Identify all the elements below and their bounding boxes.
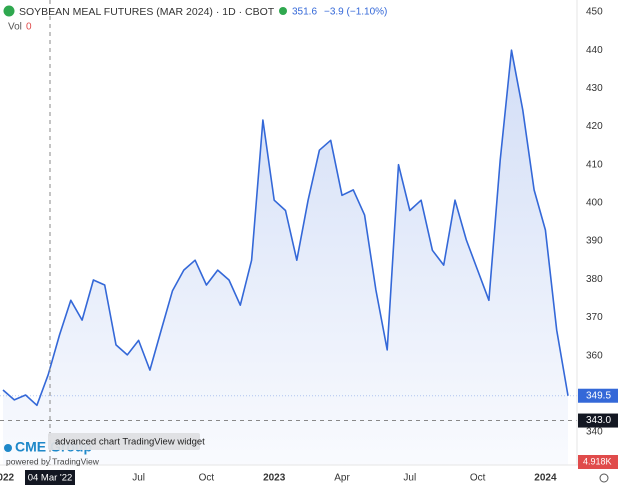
x-tick-label: Oct bbox=[470, 473, 486, 484]
volume-box bbox=[578, 455, 618, 469]
last-price-box bbox=[578, 388, 618, 403]
status-dot bbox=[279, 7, 287, 15]
y-tick-label: 390 bbox=[586, 236, 603, 247]
y-tick-label: 410 bbox=[586, 159, 603, 170]
x-tick-label: Oct bbox=[199, 473, 215, 484]
y-tick-label: 340 bbox=[586, 427, 603, 438]
volume-legend-label: Vol bbox=[8, 22, 22, 33]
x-tick-label: 2022 bbox=[0, 473, 15, 484]
cme-logo-mark bbox=[4, 444, 12, 452]
y-tick-label: 440 bbox=[586, 45, 603, 56]
settings-icon[interactable] bbox=[599, 473, 609, 483]
y-tick-label: 400 bbox=[586, 198, 603, 209]
y-tick-label: 450 bbox=[586, 7, 603, 18]
y-tick-label: 360 bbox=[586, 350, 603, 361]
tooltip-box bbox=[48, 433, 200, 450]
x-tick-label: Jul bbox=[132, 473, 145, 484]
x-tick-label: Apr bbox=[334, 473, 350, 484]
tooltip: advanced chart TradingView widget bbox=[55, 437, 205, 448]
y-tick-label: 380 bbox=[586, 274, 603, 285]
x-tick-label: 2024 bbox=[534, 473, 557, 484]
y-tick-label: 430 bbox=[586, 83, 603, 94]
crosshair-date: 04 Mar '22 bbox=[28, 473, 73, 484]
crosshair-price-label: 343.0 bbox=[586, 415, 611, 426]
area-fill bbox=[3, 50, 568, 465]
x-tick-label: Jul bbox=[403, 473, 416, 484]
crosshair-date-box bbox=[25, 470, 75, 485]
quote-change: −3.9 (−1.10%) bbox=[324, 7, 387, 18]
y-tick-label: 420 bbox=[586, 121, 603, 132]
plot-area bbox=[0, 0, 577, 465]
symbol-logo bbox=[3, 5, 15, 17]
chart-title: SOYBEAN MEAL FUTURES (MAR 2024) · 1D · C… bbox=[19, 6, 275, 18]
price-line bbox=[2, 49, 569, 407]
x-tick-label: 2023 bbox=[263, 473, 286, 484]
last-price-label: 349.5 bbox=[586, 390, 611, 401]
volume-label: 4.918K bbox=[583, 456, 612, 466]
quote-price: 351.6 bbox=[292, 7, 317, 18]
y-tick-label: 370 bbox=[586, 312, 603, 323]
powered-by: powered by TradingView bbox=[6, 456, 100, 466]
volume-legend-value: 0 bbox=[26, 22, 32, 33]
crosshair-price-box bbox=[578, 413, 618, 428]
